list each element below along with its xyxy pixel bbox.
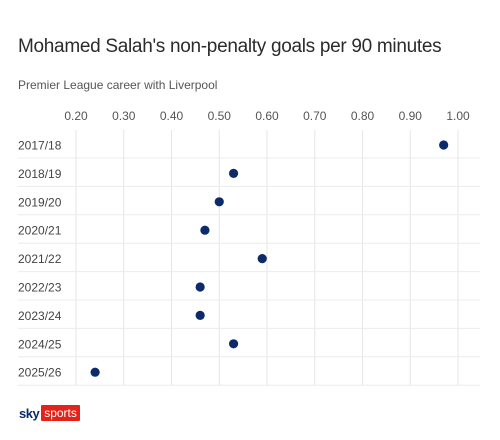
x-tick-label: 0.40 [160,109,184,123]
logo-sky-text: sky [19,405,40,421]
y-tick-label: 2023/24 [18,309,62,323]
data-point [200,225,210,235]
data-point [439,140,449,150]
x-tick-label: 0.70 [303,109,327,123]
y-tick-label: 2024/25 [18,337,62,351]
x-tick-label: 0.50 [208,109,232,123]
data-point [228,339,239,349]
x-tick-label: 1.00 [446,109,470,123]
y-tick-label: 2021/22 [18,252,62,266]
y-tick-label: 2018/19 [18,167,62,181]
data-point [214,197,224,207]
data-point [228,168,239,178]
y-tick-label: 2019/20 [18,195,62,209]
data-point [90,367,100,377]
chart-title: Mohamed Salah's non-penalty goals per 90… [18,36,442,57]
x-tick-label: 0.30 [112,109,136,123]
y-tick-label: 2022/23 [18,281,62,295]
x-tick-label: 0.60 [255,109,279,123]
x-tick-label: 0.90 [399,109,423,123]
y-tick-label: 2020/21 [18,224,62,238]
sky-sports-logo: sky sports [19,404,80,422]
y-tick-label: 2025/26 [18,366,62,380]
data-point [195,282,205,292]
data-point [195,310,205,320]
chart-subtitle: Premier League career with Liverpool [18,78,218,92]
x-tick-label: 0.80 [351,109,375,123]
x-tick-label: 0.20 [64,109,88,123]
data-point [257,254,267,264]
y-tick-label: 2017/18 [18,139,62,153]
logo-sports-text: sports [41,405,80,421]
